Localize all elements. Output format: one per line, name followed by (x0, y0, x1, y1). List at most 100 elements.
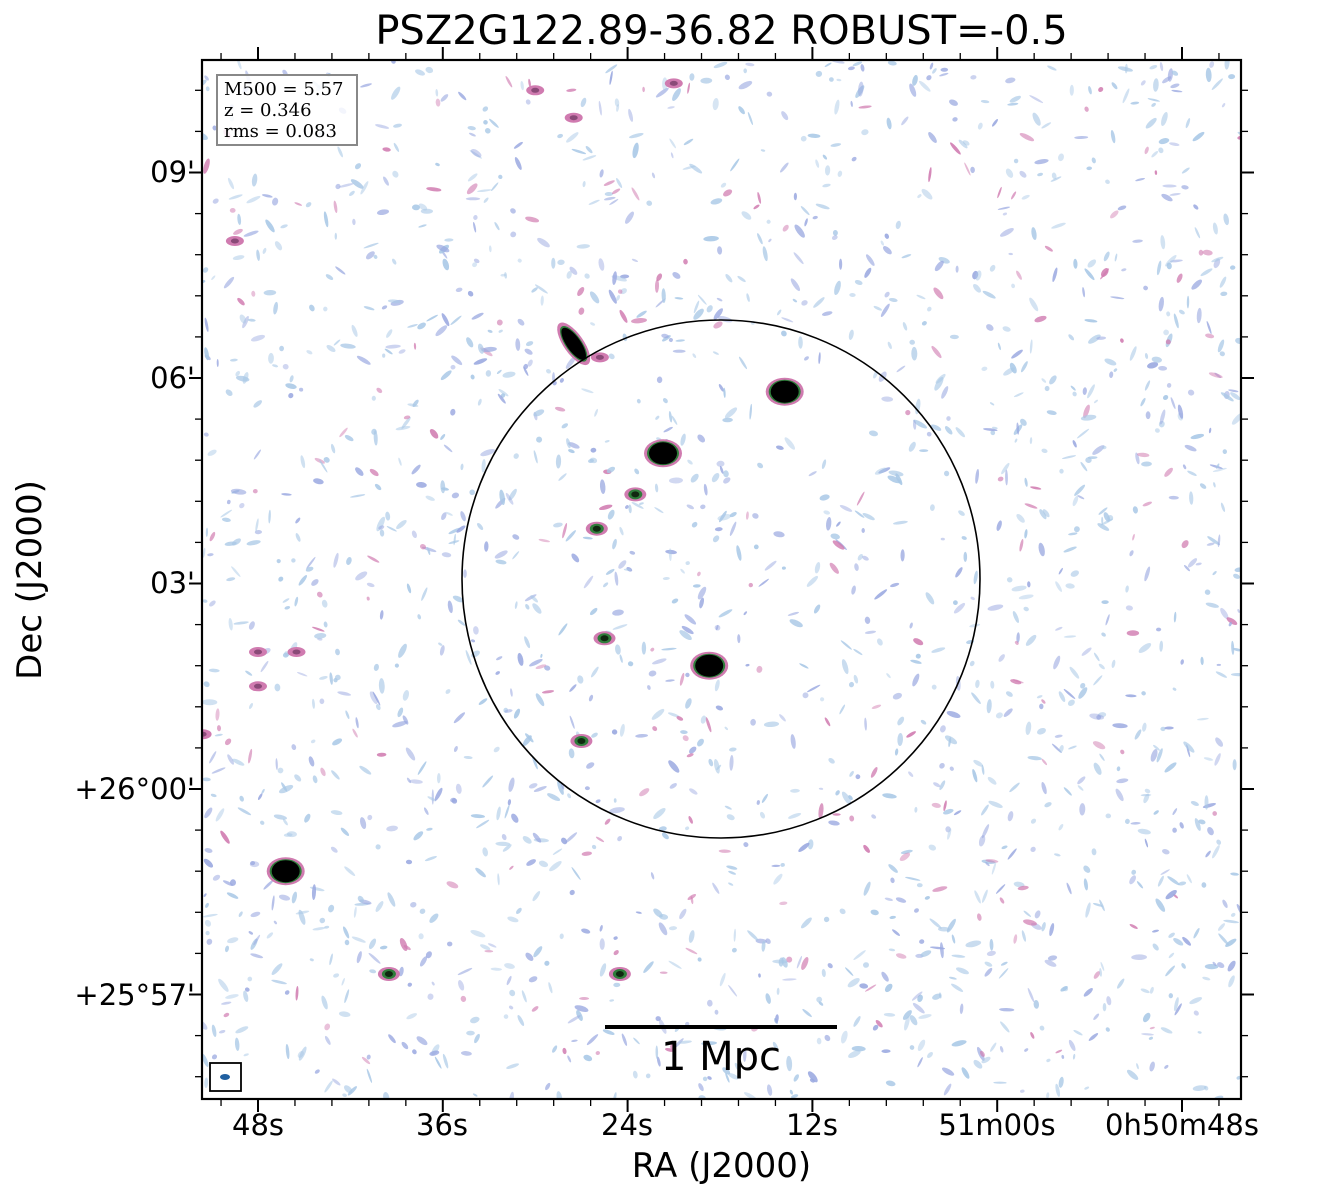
noise-blob (973, 283, 981, 293)
noise-blob (986, 950, 996, 957)
noise-blob (332, 738, 343, 746)
noise-blob (498, 329, 503, 333)
noise-blob (943, 808, 954, 815)
noise-blob (1084, 268, 1095, 281)
noise-blob (1092, 902, 1104, 907)
noise-blob (913, 419, 928, 429)
noise-blob (884, 897, 893, 901)
noise-blob (501, 834, 507, 841)
noise-blob (581, 388, 594, 394)
noise-blob (1212, 845, 1220, 859)
noise-blob (1160, 1027, 1173, 1034)
noise-blob (524, 348, 533, 355)
noise-blob (356, 355, 371, 365)
noise-blob (1042, 509, 1050, 518)
noise-blob (931, 647, 946, 653)
noise-blob (282, 363, 289, 370)
noise-blob (477, 398, 482, 406)
noise-blob (532, 891, 541, 902)
noise-blob (614, 98, 620, 107)
noise-blob (863, 881, 871, 896)
noise-blob (690, 896, 694, 905)
noise-blob (457, 619, 466, 626)
noise-blob (1165, 965, 1175, 977)
noise-blob (864, 717, 867, 731)
noise-blob (793, 252, 804, 265)
noise-blob (900, 549, 905, 562)
noise-blob (1005, 469, 1008, 486)
noise-blob (393, 123, 402, 128)
noise-blob (1053, 655, 1061, 670)
noise-blob (902, 1010, 912, 1020)
noise-blob (697, 294, 707, 305)
source-component (74, 647, 88, 657)
source-component (384, 971, 393, 977)
noise-blob (668, 712, 680, 718)
noise-blob (538, 538, 550, 543)
noise-blob (1019, 170, 1027, 178)
noise-blob (1002, 326, 1011, 332)
source-component (155, 241, 177, 255)
noise-blob (865, 254, 875, 266)
noise-blob (332, 1078, 341, 1086)
noise-blob (990, 430, 996, 436)
noise-blob (975, 270, 982, 281)
noise-blob (429, 428, 439, 439)
noise-blob (394, 663, 399, 668)
noise-blob (344, 989, 350, 1003)
noise-blob (1215, 671, 1228, 678)
noise-blob (387, 299, 402, 304)
noise-blob (1171, 89, 1183, 93)
noise-blob (321, 599, 328, 608)
noise-blob (525, 604, 530, 610)
noise-blob (450, 408, 456, 416)
noise-blob (928, 167, 932, 183)
noise-blob (839, 504, 853, 512)
noise-blob (689, 73, 695, 81)
noise-blob (516, 907, 522, 914)
noise-blob (927, 306, 932, 312)
noise-blob (1196, 307, 1202, 324)
noise-blob (1080, 414, 1097, 421)
noise-blob (802, 1008, 812, 1018)
noise-blob (295, 986, 299, 1001)
noise-blob (608, 353, 615, 360)
radio-source (765, 377, 804, 406)
noise-blob (880, 303, 890, 317)
noise-blob (687, 459, 693, 465)
noise-blob (686, 753, 694, 758)
noise-blob (839, 908, 846, 915)
noise-blob (1193, 927, 1200, 939)
noise-blob (697, 586, 707, 600)
noise-blob (1212, 961, 1217, 966)
noise-blob (330, 846, 338, 853)
noise-blob (1233, 573, 1240, 579)
noise-blob (470, 1016, 480, 1024)
noise-blob (1091, 157, 1096, 164)
noise-blob (535, 664, 547, 670)
noise-blob (324, 1035, 331, 1045)
noise-blob (577, 287, 585, 296)
noise-blob (609, 807, 625, 814)
noise-blob (1158, 147, 1164, 154)
noise-blob (1158, 296, 1164, 312)
noise-blob (781, 566, 786, 570)
radio-sources (74, 78, 804, 981)
noise-blob (782, 224, 789, 232)
noise-blob (482, 775, 494, 788)
noise-blob (260, 660, 269, 673)
noise-blob (375, 124, 390, 129)
noise-blob (350, 494, 366, 498)
noise-blob (536, 436, 543, 443)
noise-blob (232, 758, 245, 766)
noise-blob (1061, 1054, 1065, 1059)
noise-blob (1179, 822, 1184, 829)
noise-blob (551, 257, 556, 269)
noise-blob (816, 996, 823, 1003)
noise-blob (378, 525, 385, 530)
noise-blob (631, 318, 647, 324)
noise-blob (1072, 440, 1077, 448)
noise-blob (616, 294, 621, 301)
noise-blob (425, 66, 434, 74)
noise-blob (1158, 365, 1168, 371)
